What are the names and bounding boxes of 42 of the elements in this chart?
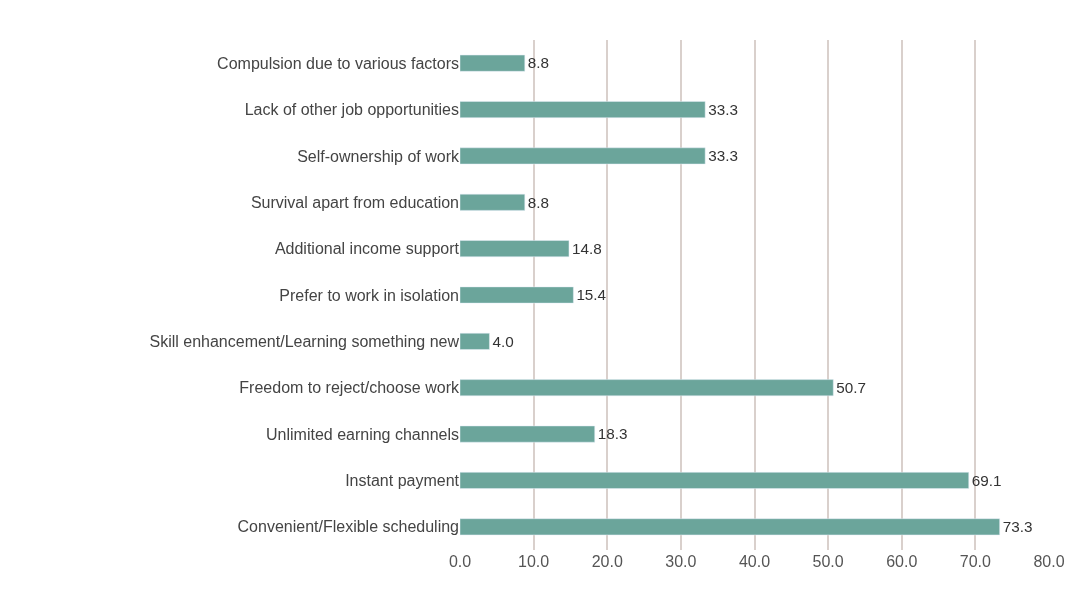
x-tick-label: 20.0 xyxy=(591,553,623,570)
y-tick-label: Freedom to reject/choose work xyxy=(239,379,460,397)
bar xyxy=(460,193,526,211)
bar xyxy=(460,147,706,165)
data-label: 69.1 xyxy=(971,471,1002,489)
data-label: 18.3 xyxy=(597,425,628,443)
y-tick-label: Convenient/Flexible scheduling xyxy=(237,518,459,536)
bar xyxy=(460,240,570,257)
bar xyxy=(460,472,969,489)
bar xyxy=(460,425,595,443)
x-tick-label: 60.0 xyxy=(886,553,918,570)
bar xyxy=(460,379,834,397)
data-label: 73.3 xyxy=(1002,518,1033,536)
bar xyxy=(460,54,526,72)
data-label: 15.4 xyxy=(576,286,607,304)
bar xyxy=(460,333,490,350)
x-tick-label: 80.0 xyxy=(1033,553,1065,570)
bar xyxy=(460,286,574,304)
y-tick-label: Additional income support xyxy=(274,240,460,258)
y-tick-label: Skill enhancement/Learning something new xyxy=(149,332,460,350)
y-tick-label: Compulsion due to various factors xyxy=(217,54,459,72)
bar xyxy=(460,101,706,118)
data-label: 4.0 xyxy=(492,332,514,350)
data-label: 14.8 xyxy=(571,239,602,257)
x-tick-label: 30.0 xyxy=(665,553,697,570)
x-tick-label: 10.0 xyxy=(518,553,550,570)
y-tick-label: Instant payment xyxy=(345,472,460,490)
y-tick-label: Survival apart from education xyxy=(250,193,459,211)
data-label: 33.3 xyxy=(708,147,738,165)
y-tick-label: Prefer to work in isolation xyxy=(279,286,459,304)
y-tick-label: Unlimited earning channels xyxy=(266,425,459,443)
x-tick-label: 40.0 xyxy=(738,553,771,570)
x-tick-label: 0.0 xyxy=(448,553,472,570)
y-tick-label: Self-ownership of work xyxy=(297,147,460,165)
data-label: 50.7 xyxy=(836,378,866,396)
data-label: 8.8 xyxy=(527,54,550,72)
x-tick-label: 50.0 xyxy=(812,553,844,570)
x-tick-label: 70.0 xyxy=(959,553,992,570)
y-tick-label: Lack of other job opportunities xyxy=(244,101,459,119)
bar xyxy=(460,518,1000,536)
data-label: 8.8 xyxy=(527,193,550,211)
data-label: 33.3 xyxy=(708,100,738,118)
